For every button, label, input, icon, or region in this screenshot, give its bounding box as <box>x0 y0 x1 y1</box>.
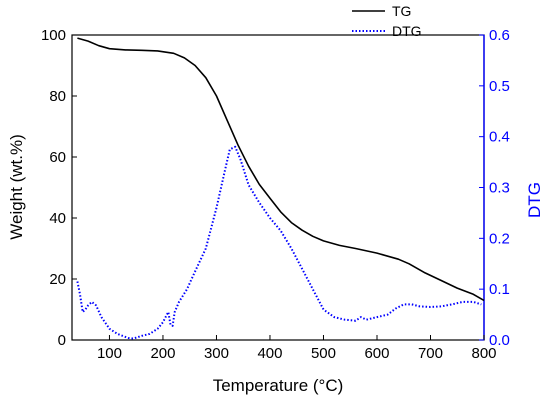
y-right-tick-label: 0.3 <box>489 180 510 197</box>
legend-tg-label: TG <box>392 3 411 19</box>
plot-frame <box>71 34 485 341</box>
x-tick-label: 500 <box>311 345 336 362</box>
y-right-tick-label: 0.6 <box>489 27 510 44</box>
x-tick-label: 400 <box>257 345 282 362</box>
x-tick-label: 800 <box>471 345 496 362</box>
legend: TG DTG <box>352 3 422 39</box>
y-right-tick-label: 0.2 <box>489 230 510 247</box>
x-tick-label: 300 <box>204 345 229 362</box>
y-left-axis-title: Weight (wt.%) <box>7 134 26 240</box>
y-left-tick-label: 0 <box>58 332 66 349</box>
legend-dtg-label: DTG <box>392 23 422 39</box>
x-tick-label: 700 <box>418 345 443 362</box>
y-right-axis-title: DTG <box>525 182 544 218</box>
y-left-tick-label: 60 <box>49 149 66 166</box>
y-right-tick-label: 0.1 <box>489 281 510 298</box>
y-left-tick-label: 100 <box>41 27 66 44</box>
series-line-tg <box>77 37 485 302</box>
y-left-tick-label: 80 <box>49 88 66 105</box>
y-left-tick-label: 40 <box>49 210 66 227</box>
x-tick-label: 200 <box>150 345 175 362</box>
x-tick-label: 100 <box>97 345 122 362</box>
series-line-dtg <box>76 145 482 340</box>
x-tick-label: 600 <box>364 345 389 362</box>
y-right-tick-label: 0.0 <box>489 332 510 349</box>
y-left-tick-label: 20 <box>49 271 66 288</box>
y-right-tick-label: 0.5 <box>489 78 510 95</box>
x-axis-title: Temperature (°C) <box>213 376 344 395</box>
y-right-tick-label: 0.4 <box>489 129 510 146</box>
